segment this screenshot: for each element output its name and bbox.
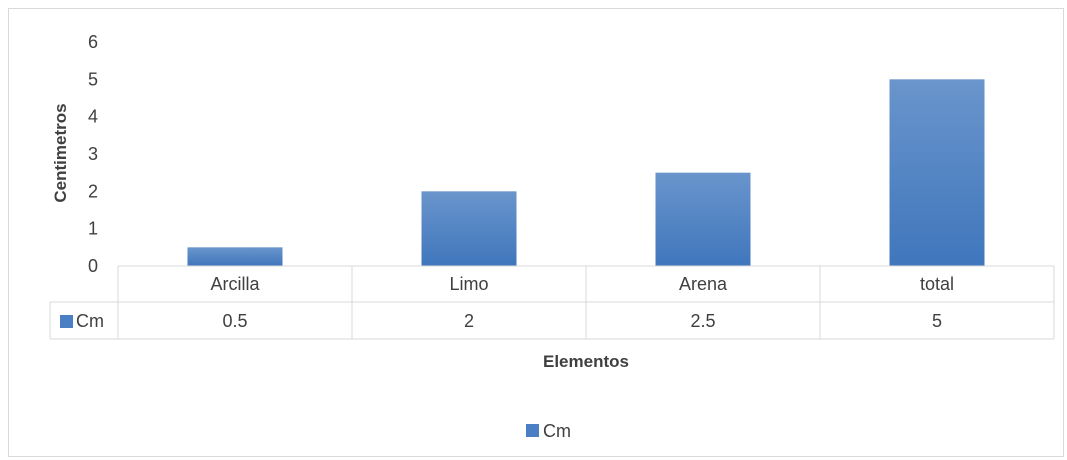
x-axis-title: Elementos	[543, 352, 629, 371]
table-value: 2.5	[690, 311, 715, 331]
table-value: 5	[932, 311, 942, 331]
x-tick-label: total	[920, 274, 954, 294]
y-tick-label: 5	[88, 69, 98, 89]
y-tick-label: 0	[88, 256, 98, 276]
x-tick-label: Arena	[679, 274, 728, 294]
chart-frame	[8, 8, 1064, 457]
legend: Cm	[526, 421, 571, 441]
y-tick-label: 2	[88, 181, 98, 201]
y-tick-label: 4	[88, 107, 98, 127]
bar	[421, 191, 517, 266]
data-table: Arcilla Limo Arena total 0.5 2 2.5 5 Cm	[49, 265, 1055, 340]
y-axis-title: Centimetros	[51, 103, 70, 202]
table-value: 0.5	[222, 311, 247, 331]
bars	[187, 79, 985, 266]
y-tick-label: 6	[88, 32, 98, 52]
x-tick-label: Arcilla	[210, 274, 260, 294]
table-series-label: Cm	[76, 311, 104, 331]
bar	[655, 172, 751, 266]
y-tick-label: 1	[88, 219, 98, 239]
bar	[187, 247, 283, 266]
y-tick-label: 3	[88, 144, 98, 164]
bar	[889, 79, 985, 266]
x-tick-label: Limo	[449, 274, 488, 294]
y-axis-ticks: 0 1 2 3 4 5 6	[88, 32, 98, 276]
legend-swatch	[526, 424, 539, 437]
table-value: 2	[464, 311, 474, 331]
table-series-swatch	[60, 315, 73, 328]
legend-label: Cm	[543, 421, 571, 441]
